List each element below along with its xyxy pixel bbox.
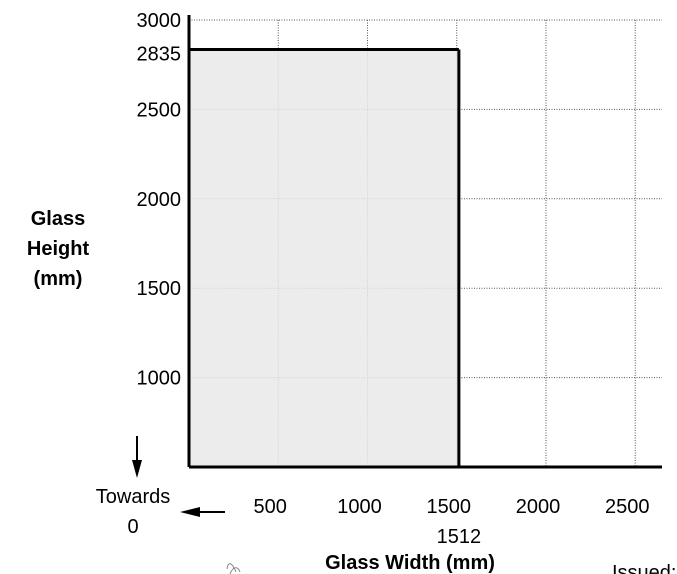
x-tick-label: 2000 [516, 496, 561, 518]
allowed-glass-region [189, 49, 459, 467]
y-tick-labels: 1000 1500 2000 2500 3000 [137, 10, 182, 390]
towards-zero-label: 0 [127, 516, 138, 538]
y-axis-title-line-2: Height [27, 238, 90, 260]
x-axis-title: Glass Width (mm) [325, 552, 495, 574]
y-axis-title-line-1: Glass [31, 208, 85, 230]
y-max-marker-label: 2835 [137, 44, 182, 66]
towards-zero-horizontal-arrow [180, 507, 225, 517]
towards-zero-vertical-arrow [132, 436, 142, 478]
x-tick-label: 500 [254, 496, 287, 518]
issued-label: Issued: [612, 562, 676, 574]
x-tick-label: 1500 [426, 496, 471, 518]
y-tick-label: 3000 [137, 10, 182, 32]
x-max-marker-label: 1512 [437, 526, 482, 548]
y-tick-label: 2500 [137, 99, 182, 121]
x-tick-label: 2500 [605, 496, 650, 518]
y-tick-label: 1000 [137, 368, 182, 390]
y-tick-label: 2000 [137, 189, 182, 211]
signature-mark [226, 563, 241, 574]
y-tick-label: 1500 [137, 278, 182, 300]
x-tick-labels: 500 1000 1500 2000 2500 [254, 496, 650, 518]
towards-label: Towards [96, 486, 170, 508]
y-axis-title-line-3: (mm) [34, 268, 83, 290]
x-tick-label: 1000 [337, 496, 382, 518]
